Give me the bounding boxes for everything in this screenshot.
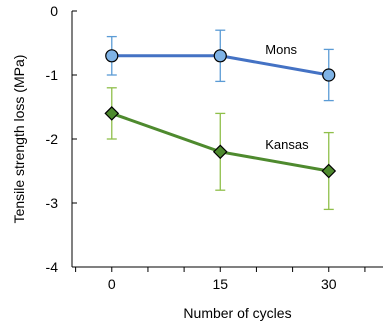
mons-point-1 bbox=[213, 49, 227, 63]
x-axis-title: Number of cycles bbox=[183, 305, 291, 321]
series-kansas: Kansas bbox=[104, 87, 337, 211]
series-mons: Mons bbox=[105, 29, 336, 102]
x-tick-label-0: 0 bbox=[108, 276, 116, 292]
series-layer: Mons Kansas bbox=[104, 29, 337, 211]
y-tick-label-2: -2 bbox=[46, 131, 59, 147]
y-tick-label-4: -4 bbox=[46, 259, 59, 275]
kansas-label: Kansas bbox=[265, 137, 309, 152]
mons-label: Mons bbox=[265, 42, 297, 57]
kansas-point-1 bbox=[212, 144, 228, 160]
x-tick-label-1: 15 bbox=[212, 276, 228, 292]
y-axis-title: Tensile strength loss (MPa) bbox=[11, 55, 27, 224]
y-tick-label-0: 0 bbox=[50, 3, 58, 19]
mons-point-2 bbox=[322, 68, 336, 82]
kansas-point-2 bbox=[321, 163, 337, 179]
x-tick-label-2: 30 bbox=[321, 276, 337, 292]
axes: 0 -1 -2 -3 -4 0 15 30 bbox=[46, 3, 383, 292]
kansas-point-0 bbox=[104, 106, 120, 121]
y-tick-label-3: -3 bbox=[46, 195, 59, 211]
y-tick-label-1: -1 bbox=[46, 67, 59, 83]
mons-point-0 bbox=[105, 49, 119, 63]
